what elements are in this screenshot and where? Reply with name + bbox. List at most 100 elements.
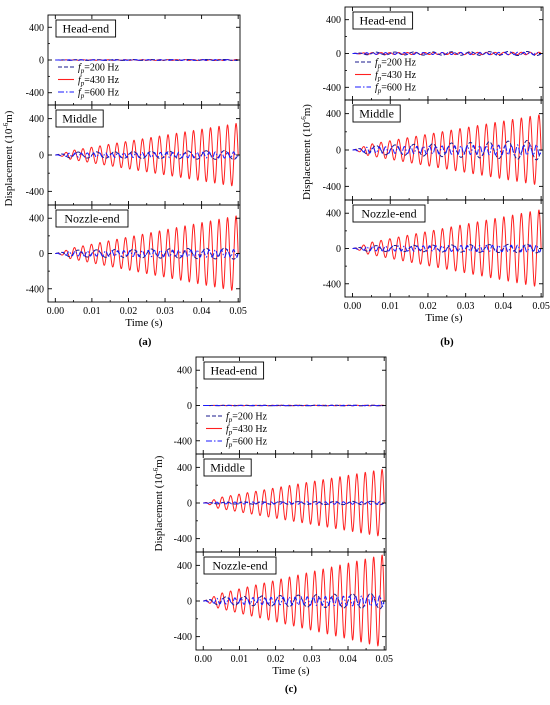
y-tick-label: 0 [187, 597, 192, 608]
series-group [55, 59, 239, 61]
panel-title: Head-end [359, 14, 406, 28]
series-line-430hz [352, 209, 542, 287]
x-tick-label: 0.03 [156, 306, 174, 317]
x-tick-label: 0.00 [47, 306, 65, 317]
panel-middle: 400 0 -400 Middle [26, 104, 241, 206]
series-line-600hz [55, 249, 239, 258]
series-line-600hz [352, 51, 542, 56]
x-tick-label: 0.04 [339, 654, 357, 665]
panel-title: Head-end [210, 364, 257, 378]
series-line-200hz [352, 50, 542, 57]
legend-label: fp=600 Hz [226, 437, 268, 450]
x-axis-label: Time (s) [425, 312, 463, 324]
legend-label: fp=200 Hz [226, 412, 268, 425]
y-tick-label: 400 [326, 109, 341, 120]
y-tick-label: 400 [29, 23, 44, 34]
x-tick-label: 0.00 [194, 654, 212, 665]
y-axis-label: Displacement (10-6m) [300, 104, 313, 200]
y-axis-label: Displacement (10-6m) [152, 455, 165, 551]
y-tick-label: -400 [323, 182, 341, 193]
x-tick-label: 0.01 [83, 306, 101, 317]
y-tick-label: 400 [29, 114, 44, 125]
series-group [203, 554, 385, 647]
legend-label: fp=430 Hz [375, 70, 417, 83]
x-axis-label: Time (s) [272, 665, 310, 677]
series-line-200hz [203, 500, 385, 506]
x-tick-label: 0.02 [267, 654, 285, 665]
legend-label: fp=600 Hz [375, 83, 417, 96]
y-tick-label: -400 [174, 436, 192, 447]
y-tick-label: 0 [39, 151, 44, 162]
x-tick-label: 0.00 [344, 301, 362, 312]
x-tick-label: 0.03 [457, 301, 475, 312]
series-group [55, 122, 239, 187]
x-tick-label: 0.04 [495, 301, 513, 312]
y-tick-label: 0 [336, 49, 341, 60]
series-group [352, 50, 542, 57]
series-group [203, 468, 385, 537]
y-tick-label: -400 [323, 279, 341, 290]
y-tick-label: 0 [187, 401, 192, 412]
panel-title: Middle [62, 112, 97, 126]
panel-title-box [55, 109, 104, 128]
y-tick-label: -400 [174, 534, 192, 545]
series-group [203, 404, 385, 407]
legend-label: fp=430 Hz [226, 424, 268, 437]
y-tick-label: -400 [174, 632, 192, 643]
y-tick-label: 400 [326, 15, 341, 26]
x-axis-label: Time (s) [125, 317, 163, 329]
series-line-430hz [55, 122, 239, 187]
panel-title-box [55, 209, 129, 228]
panel-title-box [352, 104, 401, 123]
panel-title: Nozzle-end [361, 207, 416, 221]
chart-caption: (a) [139, 336, 152, 348]
y-tick-label: 0 [187, 499, 192, 510]
series-line-600hz [203, 595, 385, 607]
series-line-200hz [55, 150, 239, 160]
series-group [55, 215, 239, 291]
legend-label: fp=430 Hz [78, 75, 120, 88]
x-tick-label: 0.05 [229, 306, 247, 317]
series-line-600hz [352, 244, 542, 253]
series-line-430hz [203, 468, 385, 537]
panel-title: Middle [359, 107, 394, 121]
panel-title: Nozzle-end [64, 212, 119, 226]
series-line-600hz [203, 404, 385, 407]
series-group [352, 209, 542, 287]
chart-caption: (c) [285, 683, 298, 695]
y-tick-label: -400 [26, 187, 44, 198]
series-line-600hz [203, 501, 385, 505]
legend-label: fp=200 Hz [375, 58, 417, 71]
y-tick-label: -400 [323, 83, 341, 94]
series-line-600hz [55, 59, 239, 61]
y-tick-label: 400 [177, 561, 192, 572]
panel-title-box [55, 19, 117, 38]
legend-label: fp=600 Hz [78, 88, 120, 101]
y-tick-label: 400 [177, 366, 192, 377]
x-tick-label: 0.02 [419, 301, 437, 312]
x-tick-label: 0.04 [193, 306, 211, 317]
series-line-430hz [203, 554, 385, 647]
x-tick-label: 0.05 [532, 301, 550, 312]
panel-title: Nozzle-end [212, 559, 267, 573]
y-tick-label: -400 [26, 284, 44, 295]
x-tick-label: 0.03 [303, 654, 321, 665]
panel-title-box [203, 556, 277, 575]
y-tick-label: 0 [39, 249, 44, 260]
series-line-430hz [352, 114, 542, 185]
y-tick-label: 400 [326, 209, 341, 220]
y-tick-label: -400 [26, 88, 44, 99]
x-tick-label: 0.02 [120, 306, 138, 317]
